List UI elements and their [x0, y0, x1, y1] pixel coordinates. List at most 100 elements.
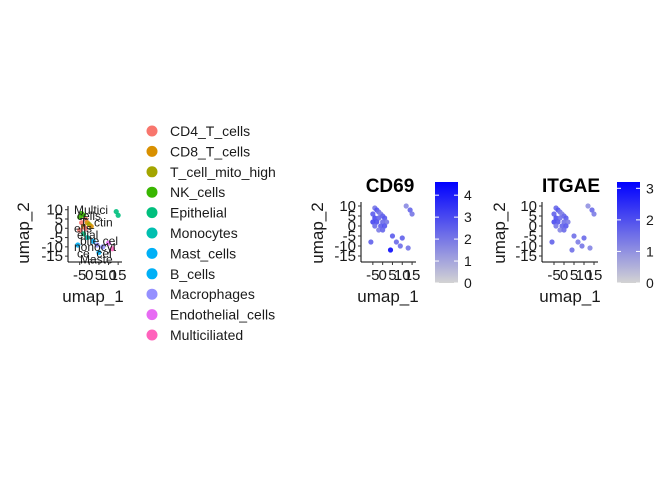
x-tick-label: 15: [586, 267, 603, 284]
x-tick-label: -5: [73, 267, 86, 284]
x-tick-label: 10: [100, 267, 117, 284]
legend-item-label: Epithelial: [170, 205, 227, 221]
x-tick-label: -5: [366, 267, 379, 284]
y-tick-label: 5: [55, 211, 63, 228]
colorbar-tick-label: 0: [646, 275, 654, 291]
x-tick-label: 0: [85, 267, 93, 284]
data-point: [591, 211, 597, 217]
y-tick-label: -10: [515, 238, 537, 255]
y-tick-label: -5: [524, 228, 537, 245]
y-tick-label: -15: [515, 248, 537, 265]
y-tick-label: -10: [334, 238, 356, 255]
cluster-label: elial: [77, 228, 98, 242]
cd69-colorbar: [435, 182, 458, 283]
data-point: [77, 214, 83, 220]
data-point: [581, 235, 587, 241]
data-point: [561, 219, 567, 225]
x-tick-label: 10: [576, 267, 593, 284]
y-tick-label: 0: [55, 220, 63, 237]
legend-item-label: Multiciliated: [170, 327, 243, 343]
legend-swatch: [146, 125, 158, 137]
data-point: [368, 239, 374, 245]
x-tick-label: 5: [570, 267, 578, 284]
data-point: [115, 212, 121, 218]
data-point: [585, 203, 591, 209]
y-tick-label: 5: [529, 208, 537, 225]
itgae-y-axis-label: umap_2: [490, 202, 509, 263]
legend-swatch: [146, 247, 158, 259]
legend-item-label: NK_cells: [170, 184, 225, 200]
legend-item-label: B_cells: [170, 266, 215, 282]
data-point: [77, 227, 83, 233]
data-point: [393, 239, 399, 245]
colorbar-tick-label: 3: [646, 180, 654, 196]
data-point: [105, 240, 112, 246]
colorbar-tick-label: 2: [464, 231, 472, 247]
data-point: [82, 225, 89, 231]
data-point: [399, 235, 405, 241]
data-point: [90, 238, 96, 244]
data-point: [575, 239, 581, 245]
cluster-label: Maste: [80, 253, 113, 267]
data-point: [370, 211, 376, 217]
y-tick-label: -5: [50, 230, 63, 247]
y-tick-label: 10: [339, 198, 356, 215]
colorbar-tick-label: 3: [464, 209, 472, 225]
data-point: [387, 247, 394, 253]
data-point: [565, 219, 571, 225]
data-point: [397, 243, 403, 249]
legend-item-label: CD8_T_cells: [170, 143, 250, 159]
cluster-label: ells: [74, 222, 92, 236]
x-tick-label: 15: [110, 267, 127, 284]
cluster-points: [75, 208, 121, 256]
data-point: [94, 242, 100, 248]
data-point: [380, 219, 386, 225]
legend-item-label: Endothelial_cells: [170, 307, 275, 323]
legend-swatch: [146, 268, 158, 280]
colorbar-tick-label: 0: [464, 275, 472, 291]
colorbar-tick-label: 1: [464, 253, 472, 269]
data-point: [84, 234, 90, 241]
cd69-colorbar-ticks: 4 3 2 1 0: [435, 187, 472, 291]
colorbar-tick-label: 2: [646, 212, 654, 228]
data-point: [374, 219, 380, 225]
data-point: [589, 207, 595, 213]
x-tick-label: 10: [394, 267, 411, 284]
data-point: [380, 227, 386, 233]
data-point: [383, 219, 390, 225]
data-point: [376, 215, 382, 221]
data-point: [555, 219, 561, 225]
data-point: [372, 215, 378, 221]
data-point: [559, 223, 565, 229]
data-point: [551, 211, 557, 217]
data-point: [80, 231, 87, 237]
data-point: [557, 215, 563, 221]
legend-item-label: T_cell_mito_high: [170, 164, 276, 180]
cluster-label: nonocyt: [74, 240, 117, 254]
data-point: [403, 203, 409, 209]
data-point: [569, 247, 575, 253]
legend-item-label: Monocytes: [170, 225, 238, 241]
cluster-x-axis-label: umap_1: [62, 287, 123, 306]
data-point: [389, 233, 396, 239]
legend-item-label: Macrophages: [170, 286, 255, 302]
y-tick-label: 0: [529, 218, 537, 235]
cluster-legend: CD4_T_cells CD8_T_cells T_cell_mito_high NK…: [146, 123, 276, 343]
data-point: [549, 239, 555, 245]
cd69-title: CD69: [366, 176, 415, 197]
y-tick-label: 0: [348, 218, 356, 235]
legend-swatch: [146, 166, 158, 178]
colorbar-tick-label: 1: [646, 243, 654, 259]
legend-swatch: [146, 145, 158, 157]
itgae-title: ITGAE: [542, 176, 600, 197]
data-point: [382, 223, 388, 229]
legend-swatch: [146, 329, 158, 341]
cd69-points: [368, 203, 415, 253]
data-point: [405, 245, 411, 251]
cluster-label: Multici: [74, 203, 108, 217]
